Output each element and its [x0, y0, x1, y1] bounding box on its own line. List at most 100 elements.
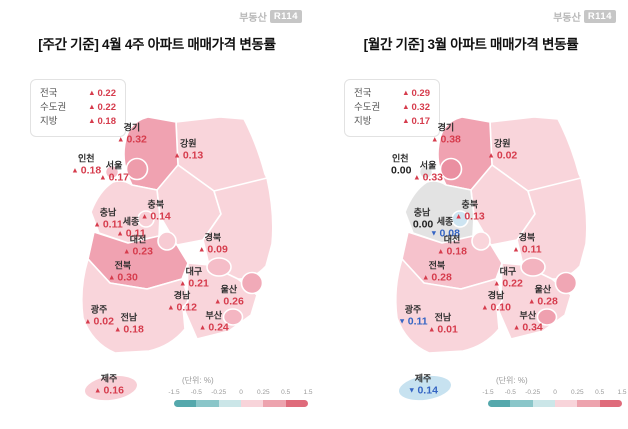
korea-map-weekly: 경기 ▲ 0.32 강원 ▲ 0.13 인천 ▲ 0.18 서울 ▲ 0.17 충북 ▲ 0.14 …	[70, 112, 302, 404]
region-value: ▲ 0.32	[117, 133, 147, 146]
value-text: 0.14	[417, 384, 438, 397]
trend-arrow-icon: ▲	[413, 172, 421, 182]
tick-label: 0.25	[570, 389, 584, 396]
trend-arrow-icon: ▲	[123, 246, 131, 256]
value-text: 0.22	[97, 102, 117, 113]
scale-segment	[218, 400, 241, 407]
region-label-daejeon: 대전 ▲ 0.23	[123, 234, 153, 257]
region-name: 경남	[487, 290, 505, 301]
value-text: 0.22	[97, 88, 117, 99]
up-triangle-icon: ▲	[88, 102, 96, 111]
region-label-daegu: 대구 ▲ 0.21	[179, 266, 209, 289]
summary-box: 전국 ▲ 0.29 수도권 ▲ 0.32 지방 ▲ 0.17	[344, 79, 440, 137]
region-label-ulsan: 울산 ▲ 0.28	[528, 284, 558, 307]
tick-label: -0.25	[525, 389, 541, 396]
brand-prefix: 부동산	[553, 13, 581, 24]
scale-gradient-bar	[174, 400, 308, 407]
trend-arrow-icon: ▼	[430, 228, 438, 238]
region-value: ▲ 0.14	[141, 210, 171, 223]
brand-watermark: 부동산 R114	[239, 9, 302, 24]
tick-label: 0	[553, 389, 557, 396]
region-value: ▲ 0.16	[94, 384, 124, 397]
trend-arrow-icon: ▲	[113, 324, 122, 334]
region-name: 대전	[443, 234, 461, 245]
region-value: ▲ 0.38	[431, 133, 461, 146]
value-text: 0.21	[188, 276, 209, 289]
summary-label: 지방	[40, 116, 58, 127]
region-value: ▲ 0.11	[512, 243, 541, 256]
region-label-daejeon: 대전 ▲ 0.18	[437, 234, 467, 257]
region-name: 충북	[461, 199, 479, 210]
region-name: 광주	[404, 304, 422, 315]
region-label-busan: 부산 ▲ 0.34	[513, 310, 543, 333]
trend-arrow-icon: ▲	[492, 277, 501, 287]
value-text: 0.18	[80, 164, 102, 177]
region-label-gangwon: 강원 ▲ 0.13	[173, 138, 203, 161]
region-name: 대전	[129, 234, 147, 245]
scale-gradient-bar	[488, 400, 622, 407]
scale-segment	[488, 400, 511, 407]
region-name: 대구	[185, 266, 203, 277]
region-shape-ulsan	[240, 271, 264, 295]
region-shape-daegu	[520, 257, 546, 277]
value-text: 0.13	[464, 210, 485, 223]
region-value: ▲ 0.13	[455, 210, 485, 223]
summary-value: ▲ 0.29	[402, 87, 430, 101]
region-shape-jeju	[397, 374, 453, 402]
scale-segment	[285, 400, 308, 407]
value-text: 0.13	[182, 149, 204, 162]
region-value: ▲ 0.11	[116, 227, 145, 240]
value-text: 0.11	[102, 217, 123, 230]
trend-arrow-icon: ▲	[178, 277, 187, 287]
region-shape-jeju	[83, 374, 139, 402]
summary-label: 지방	[354, 116, 372, 127]
tick-label: 0.25	[256, 389, 270, 396]
region-name: 전북	[428, 260, 446, 271]
trend-arrow-icon: ▲	[107, 272, 116, 282]
region-label-sejong: 세종 ▼ 0.08	[430, 216, 460, 239]
page-title: [월간 기준] 3월 아파트 매매가격 변동률	[363, 37, 579, 52]
trend-arrow-icon: ▲	[173, 150, 181, 160]
brand-watermark: 부동산 R114	[553, 9, 616, 24]
trend-arrow-icon: ▲	[84, 316, 92, 326]
trend-arrow-icon: ▲	[481, 301, 489, 311]
summary-label: 전국	[40, 88, 58, 99]
trend-arrow-icon: ▲	[93, 218, 101, 228]
scale-segment	[174, 400, 197, 407]
summary-value: ▲ 0.22	[88, 87, 116, 101]
value-text: 0.10	[490, 300, 511, 313]
scale-segment	[240, 400, 264, 407]
value-text: 0.11	[125, 227, 146, 240]
unit-label: (단위: %)	[182, 376, 214, 385]
brand-badge: R114	[583, 10, 616, 23]
region-name: 경북	[204, 232, 222, 243]
region-value: ▲ 0.12	[167, 301, 197, 314]
panel-monthly: 부동산 R114 [월간 기준] 3월 아파트 매매가격 변동률 전국 ▲ 0.2…	[314, 0, 628, 429]
value-text: 0.22	[502, 276, 523, 289]
region-name: 충북	[147, 199, 165, 210]
region-value: ▲ 0.18	[437, 245, 467, 258]
region-label-chungnam: 충남 0.00	[411, 207, 433, 230]
korea-map-svg	[395, 116, 588, 402]
value-text: 0.32	[411, 102, 431, 113]
region-label-gyeonggi: 경기 ▲ 0.32	[117, 122, 147, 145]
trend-arrow-icon: ▲	[527, 296, 536, 306]
panel-weekly: 부동산 R114 [주간 기준] 4월 4주 아파트 매매가격 변동률 전국 ▲…	[30, 9, 313, 407]
value-text: 0.38	[440, 132, 461, 145]
region-value: ▲ 0.33	[413, 171, 443, 184]
summary-value: ▲ 0.18	[88, 115, 116, 129]
tick-label: 0.5	[595, 389, 605, 396]
region-value: ▲ 0.13	[173, 149, 203, 162]
value-text: 0.29	[411, 88, 431, 99]
region-value: ▲ 0.26	[214, 295, 244, 308]
region-name: 울산	[220, 284, 238, 295]
region-value: ▼ 0.11	[398, 315, 427, 328]
region-shape-incheon	[104, 164, 120, 180]
tick-label: 0.5	[281, 389, 291, 396]
region-shape-sejong	[137, 210, 155, 228]
region-name: 경기	[437, 122, 455, 133]
region-value: ▲ 0.11	[93, 218, 122, 231]
region-name: 인천	[391, 153, 409, 164]
region-label-busan: 부산 ▲ 0.24	[199, 310, 229, 333]
region-label-chungbuk: 충북 ▲ 0.13	[455, 200, 485, 223]
